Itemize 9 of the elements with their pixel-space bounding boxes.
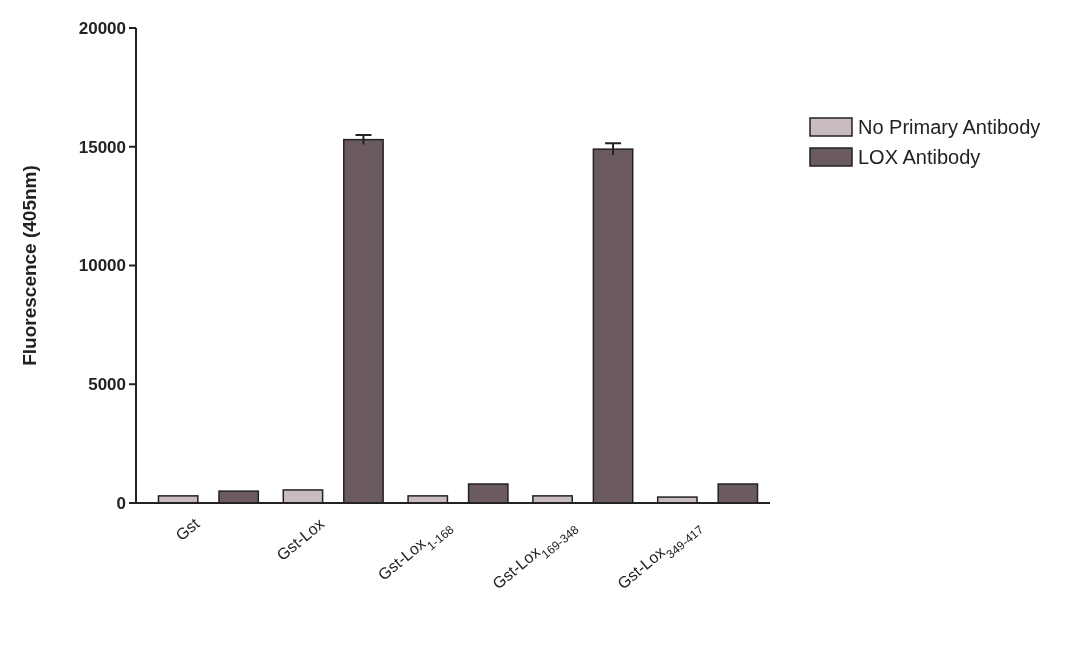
y-tick-label: 10000	[78, 256, 126, 276]
y-tick-label: 0	[116, 493, 126, 513]
x-tick-label: Gst	[172, 514, 203, 544]
y-tick-label: 5000	[88, 375, 126, 395]
legend-label: LOX Antibody	[858, 146, 981, 168]
y-tick-label: 20000	[78, 18, 126, 38]
y-axis-title: Fluorescence (405nm)	[19, 165, 40, 366]
legend-label: No Primary Antibody	[858, 116, 1041, 138]
y-tick-label: 15000	[78, 137, 126, 157]
